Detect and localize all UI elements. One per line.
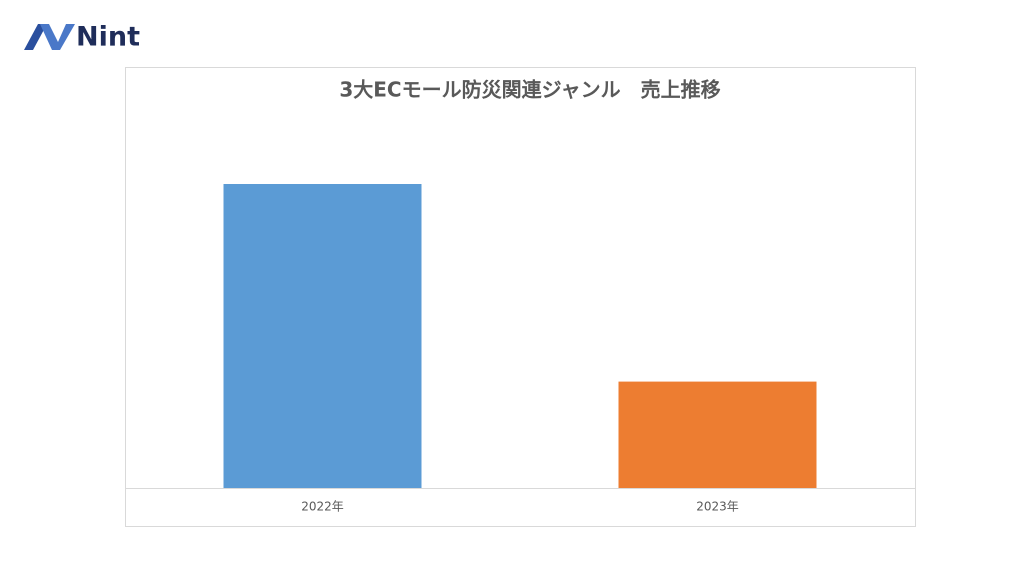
logo-icon xyxy=(24,24,75,50)
bar xyxy=(618,381,817,488)
logo-text: Nint xyxy=(76,22,140,53)
chart-title: 3大ECモール防災関連ジャンル 売上推移 xyxy=(339,78,720,102)
x-tick-label: 2023年 xyxy=(696,500,739,514)
bar xyxy=(223,184,422,488)
x-tick-label: 2022年 xyxy=(301,500,344,514)
